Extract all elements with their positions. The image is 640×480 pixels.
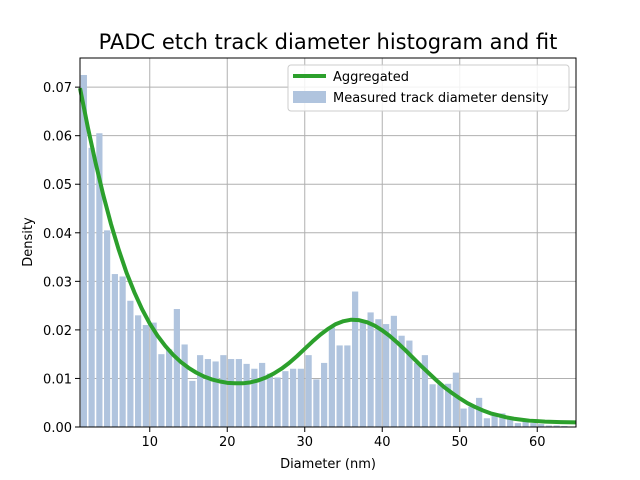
- chart-title: PADC etch track diameter histogram and f…: [99, 30, 558, 54]
- histogram-bar: [452, 372, 459, 427]
- histogram-bar: [104, 230, 111, 427]
- histogram-bar: [514, 423, 521, 427]
- plot-frame: [79, 57, 577, 428]
- histogram-bar: [383, 324, 390, 427]
- y-tick-label: 0.01: [43, 372, 72, 387]
- histogram-bar: [491, 415, 498, 427]
- histogram-bar: [530, 423, 537, 427]
- histogram-bar: [305, 355, 312, 427]
- histogram-bar: [468, 406, 475, 427]
- histogram-bar: [359, 321, 366, 427]
- histogram-bar: [212, 361, 219, 427]
- legend-label-measured-density: Measured track diameter density: [333, 91, 549, 106]
- y-tick-label: 0.05: [43, 178, 72, 193]
- histogram-bar: [88, 147, 95, 427]
- histogram-bar: [297, 368, 304, 427]
- histogram-bar: [367, 312, 374, 427]
- histogram-bar: [259, 362, 266, 427]
- histogram-bar: [189, 380, 196, 427]
- y-tick-label: 0.00: [43, 421, 72, 436]
- histogram-bar: [507, 418, 514, 427]
- histogram-bar: [142, 325, 149, 427]
- histogram-bar: [344, 345, 351, 427]
- y-axis-label: Density: [21, 217, 36, 267]
- histogram-bar: [522, 421, 529, 427]
- y-axis-ticks: 0.00 0.01 0.02 0.03 0.04 0.05 0.06 0.07: [43, 81, 80, 436]
- y-tick-label: 0.03: [43, 275, 72, 290]
- histogram-bar: [476, 397, 483, 427]
- y-tick-label: 0.07: [43, 81, 72, 96]
- histogram-bar: [321, 362, 328, 427]
- histogram-bar: [290, 368, 297, 427]
- x-axis-label: Diameter (nm): [280, 457, 376, 472]
- x-tick-label: 10: [141, 435, 158, 450]
- histogram-bar: [282, 371, 289, 427]
- histogram-bar: [352, 291, 359, 427]
- y-tick-label: 0.02: [43, 324, 72, 339]
- histogram-bar: [181, 344, 188, 427]
- histogram-bar: [266, 373, 273, 427]
- line-series: [78, 87, 577, 425]
- histogram-bar: [421, 355, 428, 427]
- x-tick-label: 50: [451, 435, 468, 450]
- histogram-bar: [173, 309, 180, 427]
- histogram-bar: [406, 340, 413, 427]
- x-tick-label: 20: [219, 435, 236, 450]
- legend: Aggregated Measured track diameter densi…: [287, 64, 570, 112]
- aggregated-fit-line: [78, 87, 577, 425]
- histogram-bar: [204, 359, 211, 427]
- histogram-bar: [460, 408, 467, 427]
- histogram-bar: [251, 368, 258, 427]
- y-tick-label: 0.06: [43, 130, 72, 145]
- histogram-bar: [111, 274, 118, 427]
- histogram-bar: [499, 413, 506, 427]
- histogram-bar: [235, 359, 242, 427]
- histogram-bar: [220, 355, 227, 427]
- legend-box: [287, 64, 570, 112]
- histogram-bar: [228, 359, 235, 427]
- histogram-bar: [553, 425, 560, 427]
- histogram-bar: [150, 322, 157, 427]
- histogram-bar: [96, 133, 103, 427]
- x-tick-label: 60: [529, 435, 546, 450]
- histogram-bar: [135, 315, 142, 427]
- histogram-bar: [437, 384, 444, 427]
- histogram-bar: [483, 418, 490, 427]
- histogram-bar: [243, 363, 250, 427]
- histogram-bar: [328, 327, 335, 427]
- histogram-bar: [127, 300, 134, 427]
- histogram-bar: [429, 384, 436, 427]
- x-axis-ticks: 10 20 30 40 50 60: [141, 427, 546, 450]
- legend-label-aggregated: Aggregated: [333, 70, 409, 85]
- histogram-bar: [197, 355, 204, 427]
- x-tick-label: 30: [296, 435, 313, 450]
- histogram-bar: [158, 354, 165, 427]
- bar-series: [80, 74, 576, 428]
- y-tick-label: 0.04: [43, 227, 72, 242]
- histogram-bar: [166, 349, 173, 427]
- histogram-bar: [313, 379, 320, 427]
- x-tick-label: 40: [374, 435, 391, 450]
- histogram-bar: [375, 319, 382, 427]
- histogram-bar: [538, 424, 545, 427]
- histogram-bar: [545, 425, 552, 427]
- histogram-bar: [414, 362, 421, 427]
- histogram-bar: [336, 345, 343, 427]
- legend-swatch-measured-density: [293, 91, 326, 103]
- histogram-bar: [445, 383, 452, 427]
- histogram-bar: [80, 74, 87, 428]
- histogram-bar: [390, 315, 397, 427]
- histogram-bar: [274, 377, 281, 427]
- histogram-bar: [398, 335, 405, 427]
- histogram-bar: [119, 276, 126, 427]
